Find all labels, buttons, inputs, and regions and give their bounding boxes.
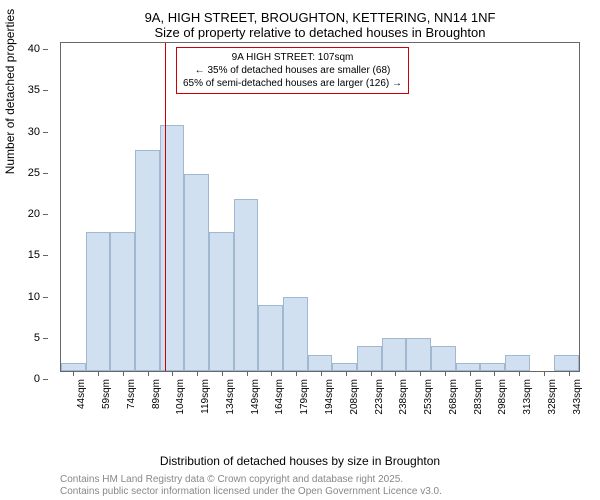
y-tick-mark bbox=[43, 173, 48, 174]
x-tick-mark bbox=[420, 371, 421, 376]
x-tick-mark bbox=[395, 371, 396, 376]
histogram-bar bbox=[86, 232, 111, 371]
x-tick-mark bbox=[544, 371, 545, 376]
histogram-bar bbox=[505, 355, 530, 371]
x-tick-label: 149sqm bbox=[250, 379, 261, 415]
y-tick-mark bbox=[43, 214, 48, 215]
x-tick-mark bbox=[222, 371, 223, 376]
chart-title-address: 9A, HIGH STREET, BROUGHTON, KETTERING, N… bbox=[50, 10, 590, 25]
y-tick-mark bbox=[43, 379, 48, 380]
y-tick-mark bbox=[43, 338, 48, 339]
plot-area: 9A HIGH STREET: 107sqm ← 35% of detached… bbox=[60, 42, 580, 372]
x-tick-label: 194sqm bbox=[324, 379, 335, 415]
x-tick-mark bbox=[519, 371, 520, 376]
histogram-bar bbox=[332, 363, 357, 371]
x-tick-mark bbox=[172, 371, 173, 376]
x-tick-label: 268sqm bbox=[448, 379, 459, 415]
x-tick-mark bbox=[494, 371, 495, 376]
x-tick-label: 59sqm bbox=[101, 379, 112, 409]
footer-licence: Contains public sector information licen… bbox=[60, 486, 442, 498]
property-size-chart: 9A, HIGH STREET, BROUGHTON, KETTERING, N… bbox=[0, 0, 600, 500]
x-tick-mark bbox=[271, 371, 272, 376]
callout-smaller: ← 35% of detached houses are smaller (68… bbox=[183, 64, 402, 77]
histogram-bar bbox=[234, 199, 259, 371]
callout-property: 9A HIGH STREET: 107sqm bbox=[183, 51, 402, 64]
x-tick-label: 104sqm bbox=[175, 379, 186, 415]
x-tick-label: 119sqm bbox=[200, 379, 211, 414]
x-tick-mark bbox=[148, 371, 149, 376]
callout-box: 9A HIGH STREET: 107sqm ← 35% of detached… bbox=[176, 47, 409, 94]
x-axis-label: Distribution of detached houses by size … bbox=[0, 454, 600, 468]
y-tick-label: 20 bbox=[10, 208, 40, 220]
x-tick-mark bbox=[247, 371, 248, 376]
histogram-bar bbox=[184, 174, 209, 371]
y-tick-mark bbox=[43, 255, 48, 256]
y-tick-label: 10 bbox=[10, 291, 40, 303]
y-tick-mark bbox=[43, 297, 48, 298]
histogram-bar bbox=[61, 363, 86, 371]
attribution-footer: Contains HM Land Registry data © Crown c… bbox=[60, 474, 442, 498]
x-tick-mark bbox=[73, 371, 74, 376]
x-tick-mark bbox=[445, 371, 446, 376]
histogram-bar bbox=[135, 150, 160, 371]
x-tick-label: 74sqm bbox=[126, 379, 137, 409]
histogram-bar bbox=[308, 355, 333, 371]
x-tick-mark bbox=[569, 371, 570, 376]
y-tick-label: 15 bbox=[10, 249, 40, 261]
x-tick-label: 313sqm bbox=[522, 379, 533, 415]
x-tick-label: 343sqm bbox=[572, 379, 583, 415]
callout-larger: 65% of semi-detached houses are larger (… bbox=[183, 77, 402, 90]
x-tick-mark bbox=[371, 371, 372, 376]
histogram-bar bbox=[160, 125, 185, 371]
y-tick-mark bbox=[43, 132, 48, 133]
property-marker-line bbox=[165, 43, 166, 371]
y-tick-label: 0 bbox=[10, 373, 40, 385]
histogram-bar bbox=[283, 297, 308, 371]
chart-subtitle: Size of property relative to detached ho… bbox=[50, 25, 590, 40]
x-tick-label: 298sqm bbox=[497, 379, 508, 415]
x-tick-label: 253sqm bbox=[423, 379, 434, 415]
histogram-bar bbox=[406, 338, 431, 371]
x-tick-mark bbox=[98, 371, 99, 376]
y-tick-mark bbox=[43, 90, 48, 91]
histogram-bar bbox=[431, 346, 456, 371]
histogram-bar bbox=[480, 363, 505, 371]
footer-copyright: Contains HM Land Registry data © Crown c… bbox=[60, 474, 442, 486]
histogram-bar bbox=[382, 338, 407, 371]
y-tick-label: 5 bbox=[10, 332, 40, 344]
histogram-bar bbox=[554, 355, 579, 371]
x-tick-mark bbox=[470, 371, 471, 376]
histogram-bar bbox=[357, 346, 382, 371]
histogram-bar bbox=[209, 232, 234, 371]
y-tick-mark bbox=[43, 49, 48, 50]
x-tick-label: 223sqm bbox=[374, 379, 385, 415]
x-tick-label: 44sqm bbox=[76, 379, 87, 409]
x-tick-mark bbox=[197, 371, 198, 376]
histogram-bar bbox=[110, 232, 135, 371]
histogram-bar bbox=[258, 305, 283, 371]
y-axis-label: Number of detached properties bbox=[3, 9, 17, 174]
x-tick-label: 328sqm bbox=[547, 379, 558, 415]
x-tick-label: 283sqm bbox=[473, 379, 484, 415]
x-tick-label: 164sqm bbox=[274, 379, 285, 415]
x-tick-label: 208sqm bbox=[349, 379, 360, 415]
x-tick-mark bbox=[123, 371, 124, 376]
x-tick-label: 134sqm bbox=[225, 379, 236, 415]
x-tick-mark bbox=[321, 371, 322, 376]
histogram-bar bbox=[456, 363, 481, 371]
x-tick-label: 238sqm bbox=[398, 379, 409, 415]
x-tick-mark bbox=[346, 371, 347, 376]
x-tick-mark bbox=[296, 371, 297, 376]
x-tick-label: 179sqm bbox=[299, 379, 310, 415]
x-tick-label: 89sqm bbox=[151, 379, 162, 409]
